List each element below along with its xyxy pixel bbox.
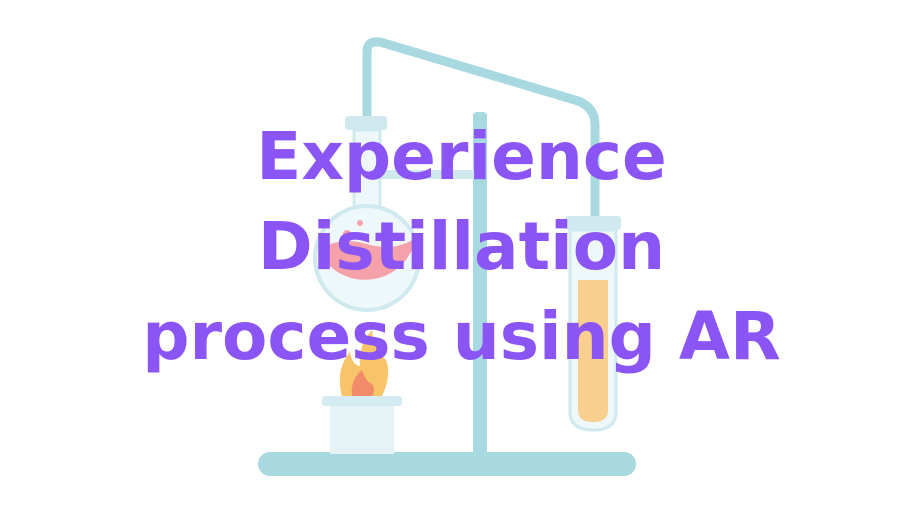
flask-stopper-icon bbox=[345, 116, 387, 130]
flask-liquid-icon bbox=[318, 238, 416, 280]
retort-stand-icon bbox=[473, 112, 487, 457]
condenser-tube-icon bbox=[362, 37, 600, 225]
tube-holder-icon bbox=[565, 216, 621, 230]
clamp-arm-icon bbox=[380, 170, 480, 179]
slide-title: Experience Distillation process using AR bbox=[0, 112, 923, 382]
burner-rim-icon bbox=[322, 396, 402, 406]
bubble-icon bbox=[357, 220, 363, 226]
title-line-1: Experience bbox=[256, 118, 667, 195]
stand-base-icon bbox=[258, 452, 636, 476]
burner-icon bbox=[330, 402, 394, 454]
bubble-icon bbox=[343, 230, 351, 238]
tube-liquid-icon bbox=[578, 280, 608, 422]
title-line-2: Distillation bbox=[257, 208, 666, 285]
title-line-3: process using AR bbox=[142, 298, 781, 375]
flame-inner-icon bbox=[351, 370, 374, 396]
flame-icon bbox=[339, 330, 389, 396]
